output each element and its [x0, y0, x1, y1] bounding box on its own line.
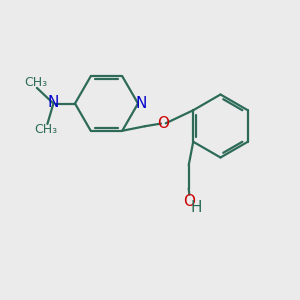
Text: N: N: [136, 96, 147, 111]
Text: N: N: [48, 95, 59, 110]
Text: O: O: [183, 194, 195, 209]
Text: CH₃: CH₃: [24, 76, 47, 89]
Text: O: O: [157, 116, 169, 131]
Text: CH₃: CH₃: [34, 123, 58, 136]
Text: H: H: [190, 200, 202, 215]
